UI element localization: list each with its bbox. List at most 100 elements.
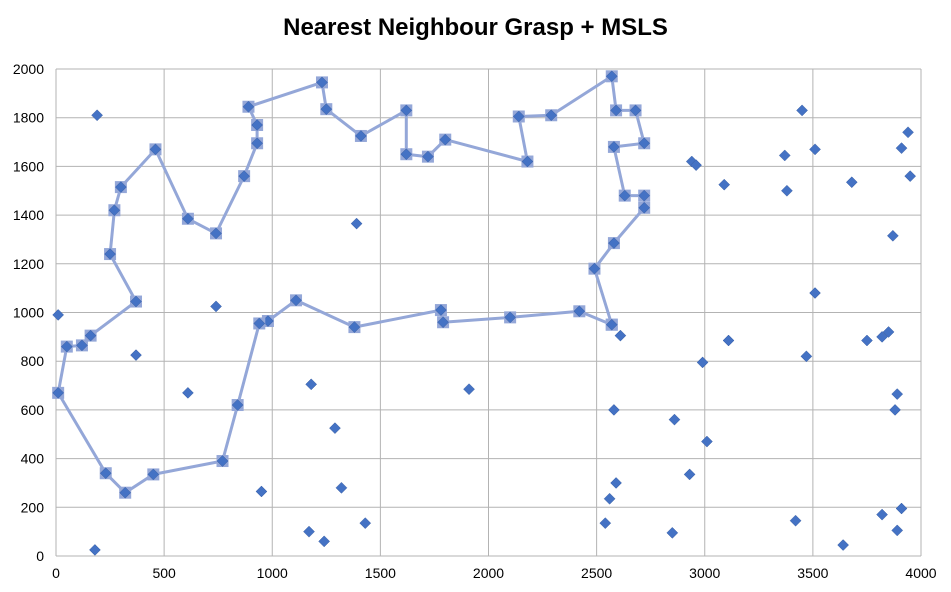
data-point <box>305 378 318 391</box>
tour-point <box>52 387 65 399</box>
tour-point <box>231 399 244 411</box>
tour-point <box>99 467 112 480</box>
grid <box>55 68 922 557</box>
x-tick-label: 0 <box>52 565 60 581</box>
tour-point <box>108 204 121 217</box>
y-tick-label: 400 <box>21 451 45 467</box>
x-tick-label: 500 <box>152 565 176 581</box>
tour-point <box>115 181 127 193</box>
tour-point <box>76 339 88 352</box>
data-point <box>904 170 917 182</box>
data-point <box>608 404 620 416</box>
data-point <box>781 184 793 197</box>
data-point <box>891 388 904 400</box>
tour-point <box>216 455 229 467</box>
data-point <box>89 544 101 556</box>
tour-point <box>605 318 618 331</box>
tour-point <box>290 294 302 307</box>
data-point <box>463 383 475 396</box>
data-point <box>91 109 103 122</box>
tour-point <box>251 137 263 150</box>
data-point <box>809 287 821 299</box>
data-point <box>350 217 363 230</box>
data-point <box>876 330 888 343</box>
data-point <box>722 334 735 347</box>
tour-point <box>182 212 194 225</box>
x-tick-label: 4000 <box>905 565 936 581</box>
tour-point <box>348 321 361 333</box>
chart-title: Nearest Neighbour Grasp + MSLS <box>283 14 668 41</box>
tour-point <box>512 110 525 123</box>
tour-point <box>149 143 162 156</box>
data-point <box>335 481 348 494</box>
data-point <box>303 525 315 538</box>
y-tick-label: 0 <box>36 548 44 564</box>
x-tick-label: 3000 <box>689 565 720 581</box>
data-point <box>902 126 914 139</box>
data-point <box>895 142 908 154</box>
tour-point <box>608 141 620 153</box>
data-point <box>861 334 873 347</box>
data-point <box>52 309 65 321</box>
tour-point <box>422 150 434 163</box>
data-point <box>895 502 908 515</box>
data-point <box>891 524 904 537</box>
data-point <box>778 149 791 162</box>
tour-point <box>638 137 651 150</box>
data-point <box>318 535 331 548</box>
city-points <box>52 104 917 556</box>
data-point <box>889 404 901 416</box>
data-point <box>882 326 895 338</box>
tour-point <box>104 248 116 260</box>
tour-point <box>545 109 558 122</box>
data-point <box>614 329 627 342</box>
data-point <box>683 468 696 481</box>
tour-point <box>316 76 328 89</box>
data-point <box>837 539 850 551</box>
tour-point <box>437 316 449 329</box>
tour-point <box>119 486 132 499</box>
tour-point <box>242 100 255 113</box>
data-point <box>603 492 616 505</box>
data-point <box>182 387 194 399</box>
data-point <box>809 143 821 156</box>
tour-series <box>52 70 651 499</box>
tour-point <box>147 468 160 481</box>
tour-point <box>400 104 413 117</box>
y-tick-label: 800 <box>21 353 45 369</box>
y-tick-label: 1200 <box>13 256 44 272</box>
data-point <box>599 517 612 529</box>
tour-point <box>638 201 651 214</box>
data-point <box>701 435 713 448</box>
x-tick-label: 3500 <box>797 565 828 581</box>
tour-line <box>56 74 646 495</box>
data-point <box>610 477 622 489</box>
tour-point <box>588 262 601 275</box>
tour-point <box>629 104 642 117</box>
tour-point <box>608 237 620 249</box>
data-point <box>887 229 899 242</box>
tour-point <box>210 227 222 240</box>
data-point <box>696 356 709 369</box>
tour-point <box>251 119 263 131</box>
data-point <box>666 527 679 539</box>
y-tick-label: 2000 <box>13 61 44 77</box>
tour-point <box>573 305 586 318</box>
data-point <box>796 104 808 117</box>
y-tick-label: 600 <box>21 402 45 418</box>
y-tick-label: 200 <box>21 499 45 515</box>
data-point <box>845 176 858 189</box>
tour-point <box>60 340 73 353</box>
tour-point <box>618 189 631 202</box>
x-tick-label: 1500 <box>365 565 396 581</box>
x-tick-label: 2500 <box>581 565 612 581</box>
tour-point <box>504 311 516 324</box>
data-point <box>329 422 341 435</box>
y-tick-label: 1600 <box>13 158 44 174</box>
tour-point <box>130 295 142 308</box>
tour-point <box>439 133 452 146</box>
data-point <box>359 517 372 529</box>
y-tick-label: 1800 <box>13 110 44 126</box>
tour-point <box>253 317 266 330</box>
tour-point <box>605 70 618 83</box>
